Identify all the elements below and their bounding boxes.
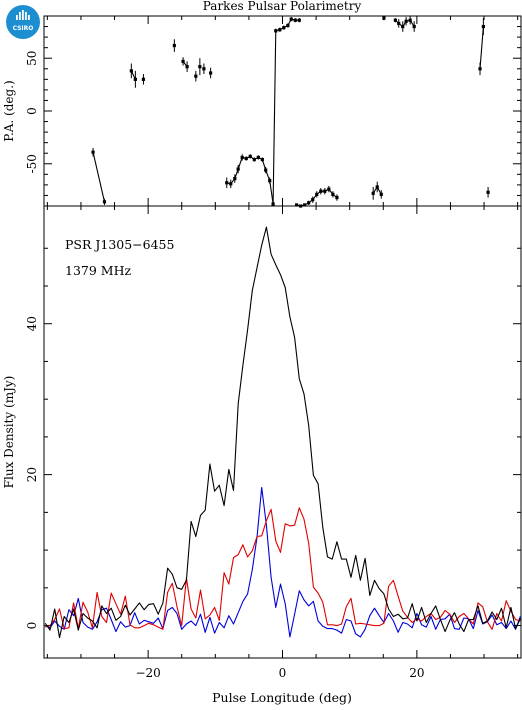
- total-intensity-line: [44, 226, 521, 639]
- pa-point: [91, 150, 95, 154]
- pa-point: [248, 154, 252, 158]
- pa-point: [382, 16, 386, 20]
- pa-point: [194, 74, 198, 78]
- csiro-logo-bar-3: [25, 12, 27, 20]
- pa-point: [307, 201, 311, 205]
- profile-x-tick-label: 0: [279, 666, 287, 680]
- profile-y-tick-label: 0: [25, 622, 39, 630]
- csiro-logo-bars-icon: [16, 10, 30, 20]
- pa-connector: [237, 157, 243, 170]
- linear-polarization-line: [45, 507, 521, 630]
- pa-point: [225, 181, 229, 185]
- profile-y-tick-label: 20: [25, 467, 39, 482]
- pa-tick-labels: -50 0 50: [25, 51, 39, 174]
- profile-x-tick-label: 20: [409, 666, 424, 680]
- pa-point: [331, 192, 335, 196]
- pa-point: [335, 195, 339, 200]
- csiro-logo-bar-0: [16, 15, 18, 20]
- profile-x-axis-label: Pulse Longitude (deg): [212, 690, 352, 705]
- pa-point: [295, 203, 299, 207]
- pa-point: [209, 71, 213, 75]
- pa-point: [271, 202, 275, 206]
- csiro-logo-bar-2: [22, 10, 24, 20]
- pa-point: [202, 67, 206, 71]
- pulsar-name-annotation: PSR J1305−6455: [65, 237, 174, 252]
- pa-point: [185, 65, 189, 69]
- pa-connector: [261, 159, 267, 171]
- pa-point: [412, 24, 416, 29]
- csiro-logo-badge: [6, 5, 40, 39]
- pa-y-tick-label: -50: [25, 154, 39, 173]
- pa-connector: [265, 169, 271, 181]
- pa-point: [311, 198, 315, 202]
- pa-point: [303, 203, 307, 207]
- pa-point: [401, 24, 405, 29]
- figure-title: Parkes Pulsar Polarimetry: [203, 0, 362, 13]
- pa-connector: [269, 180, 274, 204]
- profile-x-tick-label: −20: [135, 666, 160, 680]
- pa-connector: [272, 30, 277, 204]
- profile-series: [44, 226, 521, 639]
- pa-point: [274, 29, 278, 33]
- pa-point: [133, 77, 137, 81]
- profile-y-axis-label: Flux Density (mJy): [2, 376, 16, 489]
- csiro-logo-bar-1: [19, 12, 21, 20]
- pa-point: [129, 69, 133, 73]
- pa-point: [286, 23, 290, 28]
- pa-point: [198, 65, 202, 69]
- pa-point: [393, 18, 397, 22]
- pa-point: [327, 187, 331, 191]
- pa-point: [323, 189, 327, 193]
- pa-point: [181, 59, 185, 63]
- pa-point: [371, 191, 375, 195]
- profile-y-tick-label: 40: [25, 316, 39, 331]
- pa-point: [252, 157, 256, 162]
- csiro-logo: CSIRO: [6, 5, 40, 39]
- pa-connector: [479, 26, 484, 69]
- frequency-annotation: 1379 MHz: [65, 263, 131, 278]
- pa-point: [282, 26, 286, 30]
- circular-polarization-line: [45, 486, 521, 638]
- pa-connecting-lines: [92, 18, 484, 207]
- pa-data-points: [91, 16, 490, 208]
- pa-point: [141, 77, 146, 81]
- pa-point: [315, 192, 319, 196]
- pa-point: [256, 155, 260, 160]
- pa-point: [481, 24, 485, 29]
- pa-point: [244, 156, 248, 161]
- pa-axis-ticks: [44, 16, 521, 206]
- pa-point: [172, 43, 176, 48]
- pa-point: [408, 18, 412, 22]
- pa-point: [233, 176, 237, 181]
- flux-profile-panel: 0 20 40 −20 0 20 PSR J1305−6455 1379 MHz Flux…: [2, 205, 522, 705]
- pa-y-axis-label: P.A. (deg.): [2, 80, 16, 141]
- csiro-logo-text: CSIRO: [13, 25, 34, 32]
- pa-point: [289, 17, 293, 21]
- csiro-logo-bar-4: [28, 15, 30, 20]
- position-angle-panel: -50 0 50 P.A. (deg.): [2, 15, 522, 208]
- pa-point: [319, 189, 323, 193]
- pa-y-tick-label: 0: [25, 107, 39, 115]
- pa-y-tick-label: 50: [25, 51, 39, 66]
- pa-point: [264, 168, 268, 172]
- pa-point: [404, 19, 408, 23]
- pa-point: [486, 190, 490, 194]
- pa-point: [375, 185, 379, 189]
- pa-point: [240, 155, 244, 160]
- pa-point: [379, 192, 383, 196]
- pa-point: [293, 18, 297, 22]
- pa-point: [102, 200, 107, 204]
- pa-point: [278, 28, 282, 32]
- pa-point: [478, 67, 482, 71]
- pa-point: [236, 167, 240, 171]
- pa-point: [268, 179, 272, 183]
- pa-connector: [92, 152, 106, 202]
- profile-tick-labels: 0 20 40 −20 0 20: [25, 316, 425, 680]
- pa-point: [229, 182, 233, 186]
- pa-point: [260, 157, 264, 162]
- pa-point: [297, 18, 301, 22]
- pa-point: [397, 21, 401, 25]
- pa-panel-frame: [43, 15, 522, 207]
